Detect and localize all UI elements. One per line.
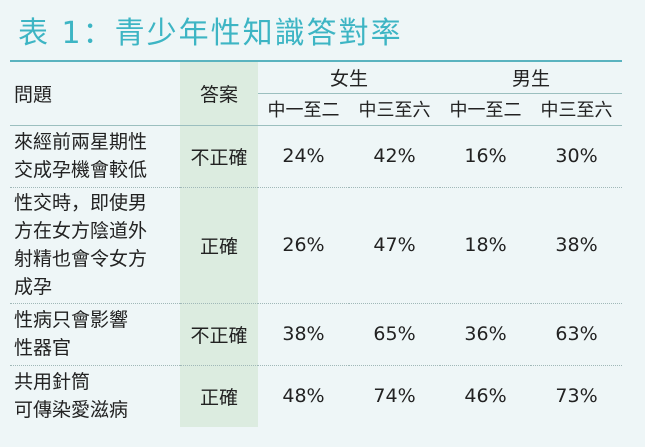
value-cell: 26% (282, 234, 325, 256)
value-cell: 73% (555, 385, 598, 408)
question-line: 方在女方陰道外 (14, 220, 148, 242)
value-cell: 46% (464, 385, 507, 408)
question-cell: 共用針筒 可傳染愛滋病 (10, 365, 180, 427)
value-cell: 48% (282, 385, 325, 408)
question-cell: 性病只會影響 性器官 (10, 303, 180, 365)
question-cell: 性交時，即使男 方在女方陰道外 射精也會令女方 成孕 (10, 187, 180, 303)
value-cell: 36% (464, 323, 507, 345)
header-male-junior: 中一至二 (440, 93, 532, 126)
table-row: 性交時，即使男 方在女方陰道外 射精也會令女方 成孕 正確 26% 47% 18… (10, 187, 623, 303)
value-cell: 30% (555, 145, 598, 167)
table-title: 表 1：青少年性知識答對率 (18, 16, 403, 51)
question-line: 來經前兩星期性 (14, 131, 148, 153)
value-cell: 24% (282, 145, 325, 167)
answer-cell: 正確 (180, 365, 258, 427)
value-cell: 65% (373, 323, 416, 345)
question-line: 性病只會影響 (14, 309, 129, 331)
answer-cell: 正確 (180, 187, 258, 303)
question-line: 性交時，即使男 (14, 192, 148, 214)
value-cell: 47% (373, 234, 416, 256)
header-female-junior: 中一至二 (258, 93, 349, 126)
table-row: 共用針筒 可傳染愛滋病 正確 48% 74% 46% 73% (10, 365, 622, 427)
header-question: 問題 (10, 61, 180, 126)
value-cell: 18% (464, 234, 507, 256)
value-cell: 63% (555, 323, 598, 345)
header-female: 女生 (258, 61, 441, 94)
question-line: 性器官 (14, 337, 72, 359)
answer-cell: 不正確 (180, 125, 258, 187)
table-row: 性病只會影響 性器官 不正確 38% 65% 36% 63% (10, 303, 623, 365)
question-line: 共用針筒 (14, 371, 91, 394)
question-cell: 來經前兩星期性 交成孕機會較低 (10, 125, 180, 187)
value-cell: 38% (555, 234, 598, 256)
header-male-senior: 中三至六 (531, 93, 623, 126)
header-answer: 答案 (180, 61, 258, 126)
value-cell: 16% (464, 145, 507, 167)
header-male: 男生 (440, 61, 623, 94)
question-line: 可傳染愛滋病 (14, 399, 129, 422)
knowledge-table: 問題 答案 女生 男生 中一至二 中三至六 中一至二 中三至六 來經前兩星期性 … (10, 60, 623, 427)
answer-cell: 不正確 (180, 303, 258, 365)
question-line: 交成孕機會較低 (14, 159, 148, 181)
value-cell: 74% (373, 385, 416, 408)
header-female-senior: 中三至六 (349, 93, 441, 126)
question-line: 成孕 (14, 276, 53, 298)
table-row: 來經前兩星期性 交成孕機會較低 不正確 24% 42% 16% 30% (10, 125, 623, 187)
value-cell: 38% (282, 323, 325, 345)
question-line: 射精也會令女方 (14, 248, 148, 270)
value-cell: 42% (373, 145, 416, 167)
